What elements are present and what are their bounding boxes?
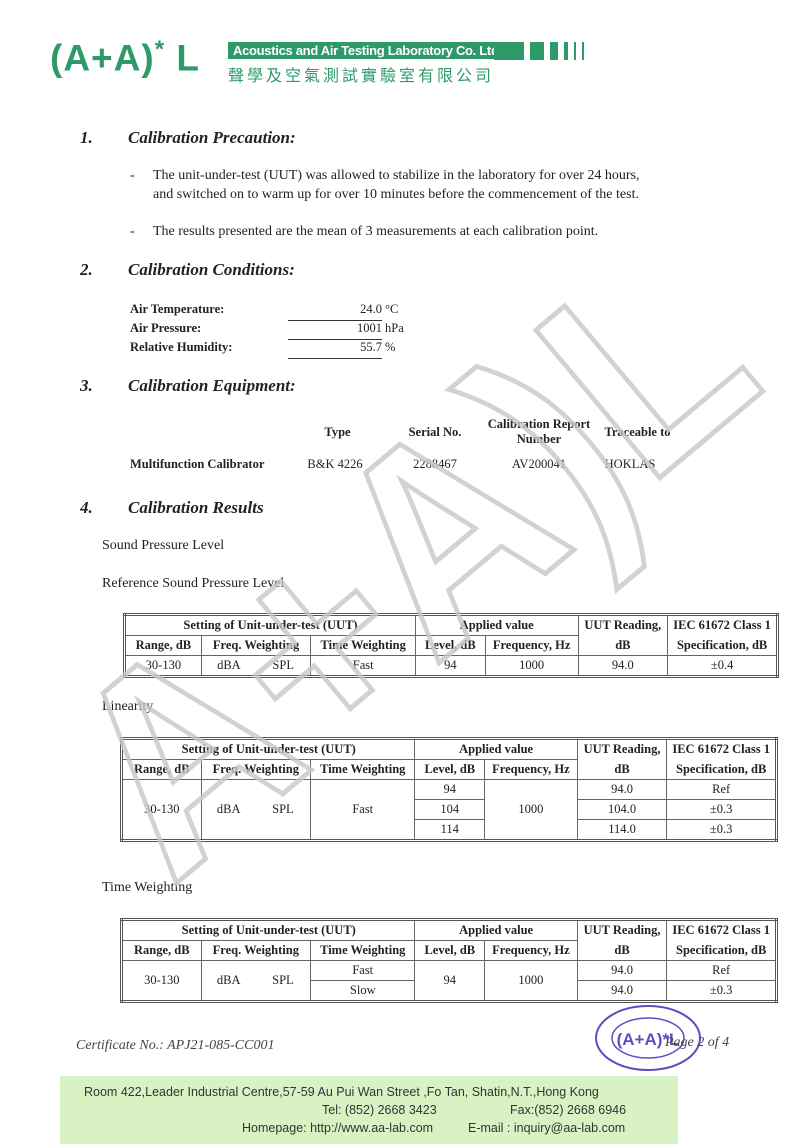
company-logo: (A+A)* L (50, 36, 200, 79)
company-name-zh: 聲學及空氣測試實驗室有限公司 (228, 66, 495, 85)
table-row: Slow 94.0 ±0.3 (122, 980, 777, 1002)
ref-title: Reference Sound Pressure Level (102, 576, 285, 591)
footer-email[interactable]: E-mail : inquiry@aa-lab.com (468, 1121, 626, 1135)
section-title: Calibration Precaution: (128, 128, 296, 147)
bullet: - (130, 168, 135, 183)
equipment-traceable: HOKLAS (604, 457, 656, 471)
page-number: Page 2 of 4 (665, 1035, 730, 1050)
conditions-list: Air Temperature: 24.0 °C Air Pressure: 1001… (130, 302, 404, 359)
equipment-report: AV200041 (512, 457, 566, 471)
lab-stamp: (A+A)*L (595, 1005, 701, 1071)
footer-fax: Fax:(852) 2668 6946 (510, 1103, 627, 1117)
linearity-table: Setting of Unit-under-test (UUT) Applied … (120, 737, 778, 842)
company-name-en: Acoustics and Air Testing Laboratory Co.… (228, 42, 507, 59)
watermark-text: A+A)L (10, 193, 809, 934)
section-title: Calibration Equipment: (128, 376, 296, 395)
equipment-type: B&K 4226 (307, 457, 363, 471)
table-row: 30-130 dBA SPL Fast 94 1000 94.0 Ref (121, 960, 777, 1002)
precaution-text: The unit-under-test (UUT) was allowed to… (153, 168, 640, 202)
footer-address: Room 422,Leader Industrial Centre,57-59 … (84, 1085, 599, 1099)
table-row: 30-130 dBA SPL Fast 94 1000 94.0 Ref (121, 779, 777, 841)
section-number: 4. (80, 498, 93, 517)
table-row: 114 114.0 ±0.3 (122, 819, 777, 841)
svg-text:(A+A)*L: (A+A)*L (617, 1030, 680, 1049)
section-number: 3. (80, 376, 93, 395)
footer-band (60, 1076, 678, 1144)
equipment-header: Calibration Report Number (487, 417, 591, 446)
footer-homepage[interactable]: Homepage: http://www.aa-lab.com (242, 1121, 434, 1135)
time-weighting-table: Setting of Unit-under-test (UUT) Applied … (120, 918, 778, 1003)
equipment-header: Traceable to (604, 425, 671, 439)
certificate-number: Certificate No.: APJ21-085-CC001 (76, 1038, 275, 1053)
linearity-title: Linearity (102, 699, 154, 714)
logo-bars (494, 42, 584, 60)
equipment-header: Serial No. (408, 425, 462, 439)
section-number: 1. (80, 128, 93, 147)
section-title: Calibration Conditions: (128, 260, 295, 279)
equipment-name: Multifunction Calibrator (130, 457, 265, 471)
footer-tel: Tel: (852) 2668 3423 (322, 1103, 437, 1117)
reference-spl-table: Setting of Unit-under-test (UUT) Applied … (123, 613, 779, 678)
results-subtitle: Sound Pressure Level (102, 538, 225, 553)
table-row: 104 104.0 ±0.3 (122, 799, 777, 820)
time-weighting-title: Time Weighting (102, 880, 193, 895)
table-row: 30-130 dBA SPL Fast 94 1000 94.0 ±0.4 (124, 655, 778, 677)
equipment-header: Type (324, 425, 351, 439)
bullet: - (130, 224, 135, 239)
equipment-serial: 2288467 (413, 457, 457, 471)
precaution-text: The results presented are the mean of 3 … (153, 224, 599, 239)
section-number: 2. (80, 260, 93, 279)
section-title: Calibration Results (128, 498, 264, 517)
